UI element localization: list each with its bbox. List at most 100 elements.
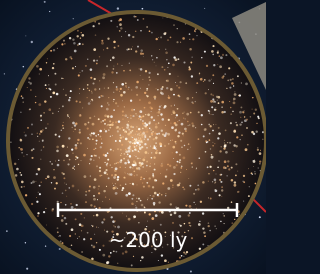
star: [151, 55, 152, 56]
star: [208, 124, 210, 126]
star: [208, 110, 209, 111]
star: [224, 223, 225, 224]
star: [74, 124, 76, 126]
star: [69, 56, 71, 58]
star: [136, 94, 138, 96]
star: [14, 163, 16, 165]
star: [48, 108, 51, 111]
star: [195, 101, 196, 102]
star: [238, 95, 239, 96]
star: [155, 142, 157, 144]
star: [106, 108, 109, 111]
star: [155, 214, 158, 217]
star: [132, 184, 134, 186]
star: [99, 167, 101, 169]
star: [144, 156, 146, 158]
star: [220, 181, 222, 183]
star: [20, 138, 22, 140]
star: [218, 102, 220, 104]
star: [203, 231, 205, 233]
star: [62, 127, 64, 129]
star: [80, 213, 82, 215]
star: [167, 187, 170, 190]
star: [39, 68, 42, 71]
star: [166, 59, 167, 60]
star: [98, 118, 100, 120]
star: [50, 96, 52, 98]
star: [147, 199, 148, 200]
star: [213, 83, 214, 84]
star: [173, 56, 175, 58]
star: [199, 74, 200, 75]
star: [128, 192, 131, 195]
star: [144, 139, 145, 140]
star: [115, 167, 118, 170]
star: [244, 110, 245, 111]
star: [237, 191, 238, 192]
star: [120, 142, 121, 143]
star: [73, 18, 74, 19]
star: [132, 126, 134, 128]
star: [95, 34, 97, 36]
star: [142, 120, 144, 122]
star: [79, 72, 80, 73]
star: [93, 132, 95, 134]
star: [132, 167, 134, 169]
star: [130, 117, 132, 119]
star: [175, 207, 176, 208]
star: [136, 141, 138, 143]
star: [177, 121, 178, 122]
star: [92, 226, 93, 227]
star: [26, 154, 27, 155]
star: [135, 31, 136, 32]
star: [132, 46, 133, 47]
star: [218, 132, 221, 135]
star: [135, 50, 137, 52]
star: [145, 151, 148, 154]
star: [85, 65, 87, 67]
star: [132, 130, 134, 132]
star: [10, 142, 11, 143]
star: [110, 115, 113, 118]
star: [52, 67, 54, 69]
star: [166, 169, 167, 170]
star: [231, 82, 234, 85]
star: [172, 140, 173, 141]
star: [168, 62, 170, 64]
star: [109, 199, 110, 200]
star: [57, 227, 59, 229]
star: [75, 66, 76, 67]
star: [215, 189, 216, 190]
star: [176, 114, 178, 116]
star: [84, 175, 87, 178]
star: [88, 190, 90, 192]
star: [212, 74, 214, 76]
star: [89, 90, 90, 91]
star: [75, 156, 77, 158]
star: [213, 170, 214, 171]
star: [99, 249, 101, 251]
star: [91, 91, 92, 92]
star: [211, 114, 212, 115]
star: [20, 148, 23, 151]
star: [129, 146, 131, 148]
star: [69, 97, 71, 99]
star: [168, 97, 171, 100]
star: [121, 144, 123, 146]
star: [254, 160, 255, 161]
star: [122, 100, 123, 101]
star: [109, 124, 111, 126]
star: [229, 142, 231, 144]
star: [126, 156, 127, 157]
star: [179, 224, 180, 225]
star: [255, 183, 257, 185]
star: [144, 107, 146, 109]
star: [189, 225, 190, 226]
star: [208, 197, 209, 198]
star: [158, 133, 160, 135]
star: [44, 1, 46, 3]
star: [93, 160, 94, 161]
star: [68, 99, 70, 101]
star: [94, 78, 96, 80]
star: [229, 101, 230, 102]
